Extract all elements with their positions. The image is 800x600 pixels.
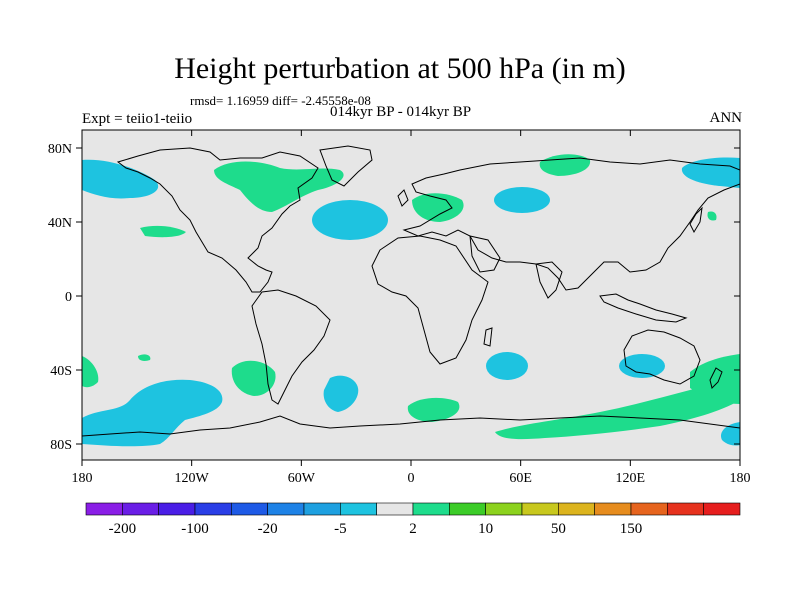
positive-region-south-pacific-small	[138, 354, 151, 361]
colorbar-label: -200	[109, 521, 137, 537]
negative-region-north-pacific	[82, 159, 159, 199]
experiment-label: Expt = teiio1-teiio	[82, 111, 193, 127]
negative-region-south-atlantic	[323, 375, 359, 412]
period-label: 014kyr BP - 014kyr BP	[330, 104, 472, 120]
lon-label: 180	[730, 471, 751, 486]
longitude-axis: 180 120W 60W 0 60E 120E 180	[72, 130, 751, 486]
colorbar-swatch	[485, 502, 523, 516]
colorbar-label: 50	[551, 521, 566, 537]
positive-region-south-atlantic	[407, 397, 460, 422]
colorbar-swatch	[630, 502, 668, 516]
negative-region-eurasia	[494, 187, 550, 213]
negative-region-north-atlantic	[312, 200, 388, 240]
coastlines	[82, 145, 740, 437]
colorbar-swatch	[85, 502, 123, 516]
colorbar-swatch	[267, 502, 305, 516]
map-title: Height perturbation at 500 hPa (in m)	[174, 52, 626, 85]
colorbar-swatch	[521, 502, 559, 516]
season-label: ANN	[709, 110, 743, 126]
lon-label: 120W	[175, 471, 210, 486]
lat-label: 40N	[48, 216, 72, 231]
colorbar-label: -5	[334, 521, 347, 537]
colorbar-label: 10	[478, 521, 493, 537]
positive-region-australia-east	[690, 354, 740, 404]
positive-region-north-america	[214, 161, 344, 212]
colorbar-swatch	[340, 502, 377, 516]
coastline-australia	[623, 329, 701, 385]
coastline-africa	[371, 235, 489, 365]
positive-region-southern-ocean	[495, 370, 740, 440]
colorbar-swatch	[158, 502, 196, 516]
coastline-indonesia	[599, 293, 688, 323]
colorbar-swatch	[194, 502, 232, 516]
negative-region-east-siberia	[681, 157, 740, 188]
coastline-uk	[397, 189, 409, 207]
lon-label: 120E	[616, 471, 646, 486]
colorbar: -200 -100 -20 -5 2 10 50 150	[85, 502, 741, 537]
positive-region-south-america-west	[231, 360, 276, 396]
colorbar-swatch	[594, 502, 632, 516]
negative-region-south-indian-east	[619, 354, 665, 378]
lat-label: 80N	[48, 142, 72, 157]
negative-region-south-pacific	[82, 379, 223, 447]
lon-label: 60W	[288, 471, 316, 486]
coastline-antarctica	[82, 415, 740, 437]
colorbar-label: -100	[181, 521, 209, 537]
lat-label: 40S	[50, 364, 72, 379]
coastline-arabia	[469, 235, 501, 273]
colorbar-swatch	[558, 502, 595, 516]
colorbar-swatch	[122, 502, 159, 516]
lat-label: 0	[65, 290, 72, 305]
colorbar-swatch	[231, 502, 268, 516]
colorbar-label: 150	[620, 521, 643, 537]
coastline-japan	[689, 206, 703, 234]
positive-region-europe	[412, 193, 464, 222]
colorbar-swatch	[449, 502, 486, 516]
coastline-north-america	[116, 147, 319, 293]
latitude-axis: 80N 40N 0 40S 80S	[48, 142, 740, 453]
stats-label: rmsd= 1.16959 diff= -2.45558e-08	[190, 93, 371, 108]
colorbar-swatch	[412, 502, 450, 516]
colorbar-swatch	[703, 502, 741, 516]
coastline-new-zealand	[709, 367, 723, 389]
lon-label: 180	[72, 471, 93, 486]
lon-label: 60E	[509, 471, 532, 486]
colorbar-swatch	[376, 502, 414, 516]
colorbar-label: 2	[409, 521, 417, 537]
positive-region-japan	[707, 211, 717, 221]
coastline-eurasia	[402, 157, 740, 291]
negative-region-south-indian-west	[486, 352, 528, 380]
positive-region-south-pacific-east	[82, 356, 99, 388]
negative-region-ross-sea	[720, 422, 740, 446]
lat-label: 80S	[50, 438, 72, 453]
positive-region-north-pacific-east	[140, 225, 186, 238]
lon-label: 0	[408, 471, 415, 486]
colorbar-swatch	[303, 502, 341, 516]
coastline-india	[535, 261, 563, 299]
colorbar-label: -20	[258, 521, 278, 537]
anomaly-fields	[82, 154, 740, 447]
colorbar-swatch	[667, 502, 704, 516]
coastline-madagascar	[483, 327, 493, 347]
coastline-greenland	[319, 145, 373, 187]
coastline-south-america	[251, 289, 331, 405]
